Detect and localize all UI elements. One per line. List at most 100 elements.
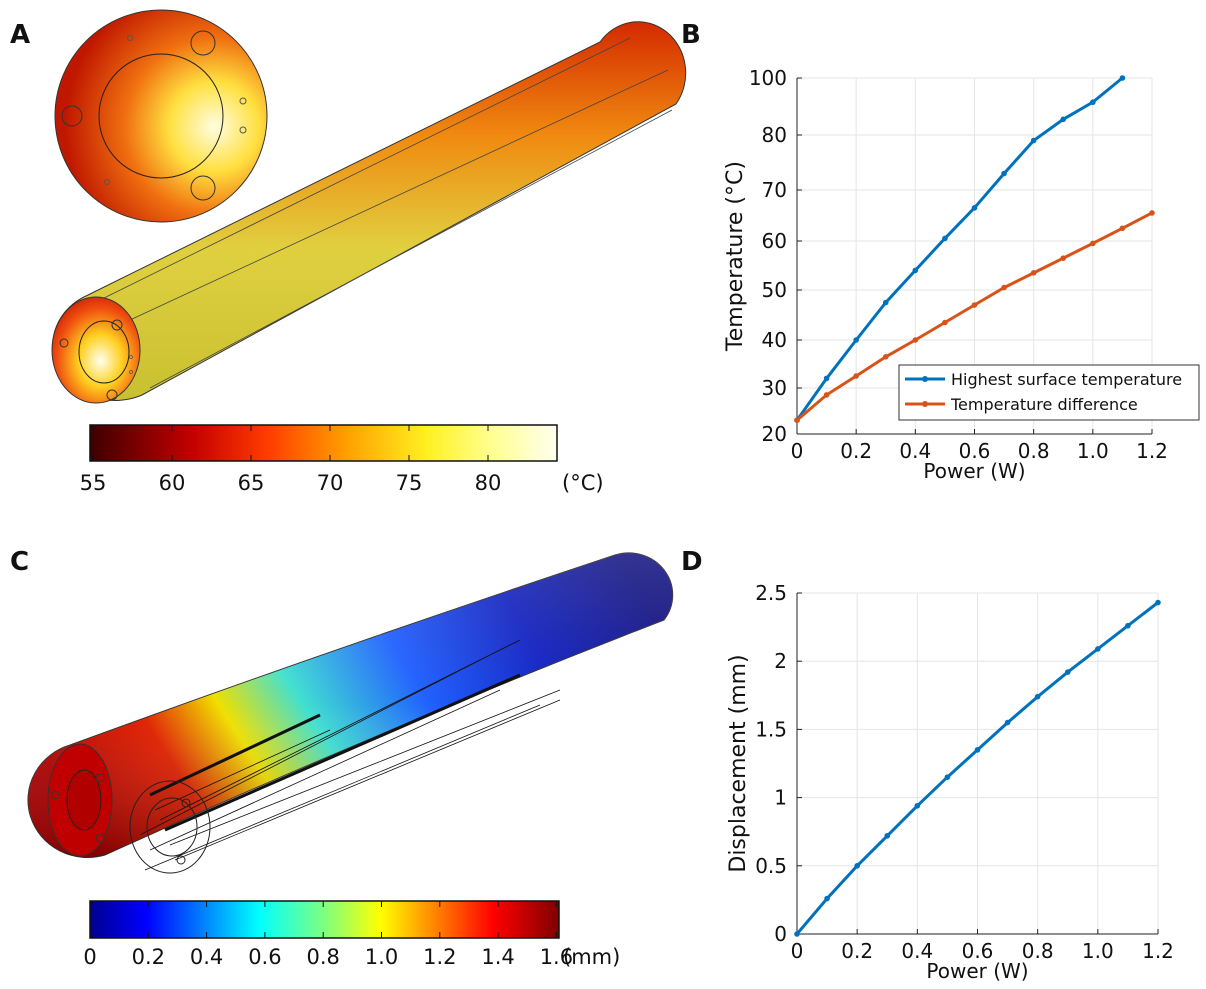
colorbar-tick-label: 1.2 [423,945,456,969]
data-point [1090,240,1096,247]
x-tick-label: 0.4 [901,939,933,963]
y-tick-label: 0 [774,922,787,946]
colorbar-tick-label: 65 [238,471,265,495]
data-point [1064,669,1071,675]
data-point [1095,646,1101,652]
colorbar-tick-label: 60 [159,471,186,495]
y-tick-label: 80 [762,123,787,147]
x-tick-label: 0 [791,439,804,463]
legend-label: Highest surface temperature [951,370,1182,389]
colorbar-tick-label: 0.6 [248,945,281,969]
data-point [971,205,978,211]
y-tick-label: 70 [762,178,787,202]
cross-section-disc [54,9,268,223]
colorbar-tick-label: 1.4 [481,945,514,969]
data-point [882,299,889,306]
x-tick-label: 1.0 [1082,939,1114,963]
panel-a-letter: A [10,20,30,50]
data-point [1001,284,1007,291]
displacement-colorbar-unit: (mm) [563,945,620,969]
y-tick-label: 40 [762,328,787,352]
data-point [794,931,800,937]
data-point [971,302,978,308]
x-tick-label: 0.8 [1018,439,1050,463]
displacement-chart: 0 0.2 0.4 0.6 0.8 1.0 1.2 0 0.5 1 1.5 2 2.5 Power (W)… [726,581,1174,983]
y-tick-label: 2 [774,649,787,673]
data-point [1090,99,1096,106]
legend-box [898,364,1200,421]
panel-d-letter: D [681,547,703,577]
data-point [1030,270,1037,276]
x-tick-label: 0.2 [840,439,872,463]
y-tick-label: 1 [774,786,787,810]
data-point [882,354,889,360]
data-point [1060,255,1067,261]
data-point [1034,693,1041,700]
temperature-colorbar-unit: (°C) [562,471,604,495]
x-tick-label: 0.8 [1022,939,1054,963]
panel-c: C [10,547,674,969]
heated-tube-3d [51,21,687,404]
data-point [942,319,948,326]
colorbar-tick-label: 55 [80,471,107,495]
panel-b-letter: B [681,20,701,50]
colorbar-tick-label: 75 [396,471,423,495]
data-point [853,373,859,379]
x-axis-label: Power (W) [926,959,1028,983]
data-point [824,895,830,902]
displacement-colorbar: 0 0.2 0.4 0.6 0.8 1.0 1.2 1.4 1.6 (mm) [83,900,620,969]
data-point [1001,170,1007,177]
y-tick-label: 50 [762,278,787,302]
colorbar-tick-label: 70 [317,471,344,495]
y-axis-label: Temperature (°C) [723,161,748,352]
panel-d: D 0 0.2 0.4 0.6 0.8 1.0 1.2 0 0.5 1 1.5 2 2.5 Power (… [681,547,1174,983]
legend-marker [922,401,928,407]
data-point [1119,225,1126,232]
legend-marker [922,376,928,382]
data-point [823,392,830,398]
data-point [853,337,859,343]
panel-b: B 0 0.2 0.4 0.6 0.8 1.0 1.2 20 30 40 50 60 70 80 100 Po… [681,20,1200,483]
data-point [1030,137,1037,144]
data-point [1060,116,1067,123]
y-tick-label: 20 [762,422,787,446]
x-tick-label: 1.0 [1077,439,1109,463]
data-point [1004,719,1011,726]
panel-c-letter: C [10,547,29,577]
x-tick-label: 0.4 [899,439,931,463]
colorbar-tick-label: 0.2 [132,945,165,969]
data-point [794,417,800,424]
colorbar-tick-label: 1.6 [540,945,573,969]
x-tick-label: 1.2 [1136,439,1168,463]
y-tick-label: 2.5 [755,581,787,605]
x-tick-label: 0 [791,939,804,963]
y-tick-label: 1.5 [755,717,787,741]
colorbar-tick-label: 0.8 [306,945,339,969]
y-tick-label: 0.5 [755,854,787,878]
x-tick-label: 0.6 [962,939,994,963]
data-point [912,337,919,343]
data-point [854,863,860,869]
temperature-chart: 0 0.2 0.4 0.6 0.8 1.0 1.2 20 30 40 50 60 70 80 100 Powe… [723,66,1200,483]
y-axis-label: Displacement (mm) [726,654,751,872]
data-point [944,774,951,780]
data-point [823,375,830,382]
data-point [942,235,948,242]
x-tick-label: 0.2 [841,939,873,963]
data-point [1149,210,1155,216]
x-axis-label: Power (W) [923,459,1025,483]
data-point [974,747,981,753]
colorbar-tick-label: 1.0 [365,945,398,969]
data-point [912,267,919,274]
bent-tube-3d [27,552,674,874]
y-tick-label: 30 [762,376,787,400]
colorbar-tick-label: 0 [83,945,96,969]
x-tick-label: 1.2 [1142,939,1174,963]
data-point [914,802,921,809]
data-point [1119,75,1126,81]
data-point [1155,599,1161,606]
data-point [1125,622,1131,629]
y-tick-label: 60 [762,229,787,253]
y-tick-label: 100 [749,66,787,90]
